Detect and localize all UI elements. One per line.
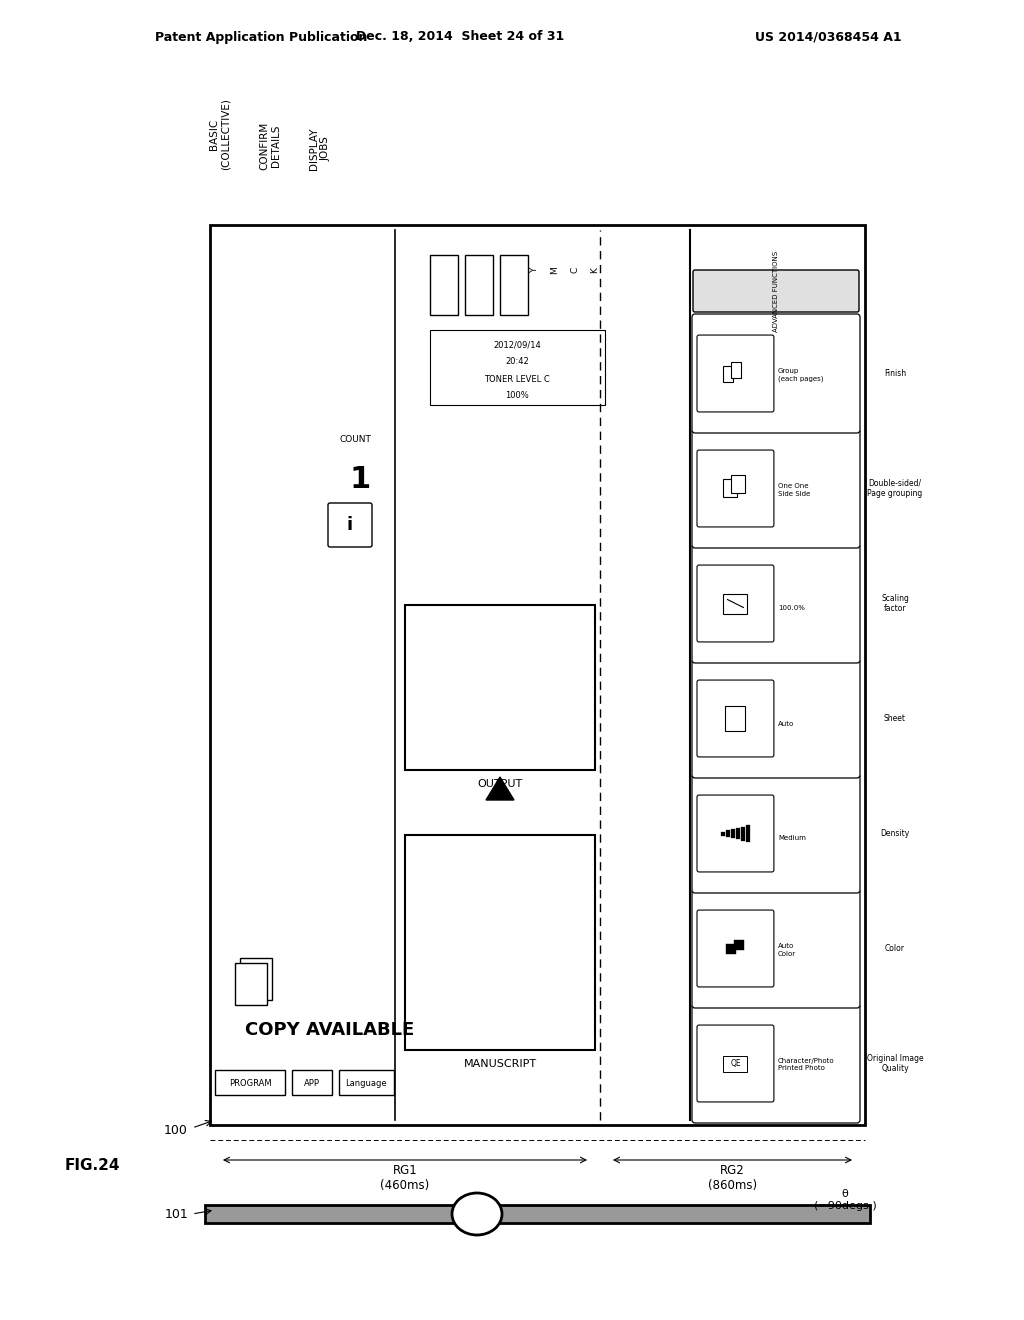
Polygon shape [486, 777, 514, 800]
Text: Side Side: Side Side [778, 491, 810, 496]
Bar [240, 958, 272, 1001]
Text: Auto: Auto [778, 721, 795, 726]
Text: One One: One One [778, 483, 808, 490]
Bar [234, 964, 267, 1005]
FancyBboxPatch shape [697, 909, 774, 987]
Text: Scaling
factor: Scaling factor [881, 594, 909, 614]
Bar [215, 1071, 285, 1096]
Bar [406, 605, 595, 770]
Text: 101: 101 [164, 1208, 188, 1221]
Bar [736, 828, 740, 840]
FancyBboxPatch shape [692, 1005, 860, 1123]
Text: COPY AVAILABLE: COPY AVAILABLE [246, 1020, 415, 1039]
FancyBboxPatch shape [697, 1026, 774, 1102]
Text: 100.0%: 100.0% [778, 606, 805, 611]
Text: CONFIRM
DETAILS: CONFIRM DETAILS [259, 121, 281, 170]
Bar [731, 362, 741, 378]
Text: RG2
(860ms): RG2 (860ms) [708, 1164, 757, 1192]
Text: OUTPUT: OUTPUT [477, 779, 522, 789]
Bar [500, 255, 528, 315]
Text: COUNT: COUNT [339, 436, 371, 445]
Text: Patent Application Publication: Patent Application Publication [155, 30, 368, 44]
Text: ADVANCED FUNCTIONS: ADVANCED FUNCTIONS [773, 251, 779, 331]
Text: i: i [347, 516, 353, 535]
Text: Medium: Medium [778, 836, 806, 842]
Bar [723, 366, 733, 381]
FancyBboxPatch shape [692, 544, 860, 663]
Text: Auto: Auto [778, 944, 795, 949]
Text: K: K [591, 267, 599, 273]
Bar [406, 836, 595, 1049]
Bar [726, 830, 730, 837]
Text: 100: 100 [164, 1123, 188, 1137]
Bar [731, 474, 745, 492]
Text: PROGRAM: PROGRAM [228, 1078, 271, 1088]
Bar [734, 940, 744, 949]
Text: Language: Language [345, 1078, 387, 1088]
Text: M: M [551, 267, 559, 273]
Bar [725, 705, 745, 730]
FancyBboxPatch shape [697, 335, 774, 412]
Text: Density: Density [881, 829, 909, 838]
Text: Finish: Finish [884, 370, 906, 378]
Text: RG1
(460ms): RG1 (460ms) [380, 1164, 430, 1192]
Text: MANUSCRIPT: MANUSCRIPT [464, 1059, 537, 1069]
Bar [430, 330, 605, 405]
Text: Y: Y [530, 268, 540, 273]
Text: Printed Photo: Printed Photo [778, 1065, 824, 1072]
FancyBboxPatch shape [328, 503, 372, 546]
Bar [430, 255, 458, 315]
Text: QE: QE [730, 1059, 740, 1068]
Text: TONER LEVEL C: TONER LEVEL C [484, 375, 550, 384]
Text: Group: Group [778, 368, 799, 375]
Text: FIG.24: FIG.24 [65, 1158, 121, 1172]
Text: 1: 1 [349, 466, 371, 495]
Text: Color: Color [885, 944, 905, 953]
Text: BASIC
(COLLECTIVE): BASIC (COLLECTIVE) [209, 98, 230, 170]
Bar [731, 829, 735, 838]
FancyBboxPatch shape [692, 659, 860, 777]
Bar [746, 825, 751, 842]
FancyBboxPatch shape [692, 429, 860, 548]
Text: (each pages): (each pages) [778, 375, 823, 381]
Bar [339, 1071, 394, 1096]
FancyBboxPatch shape [697, 450, 774, 527]
Text: Double-sided/
Page grouping: Double-sided/ Page grouping [867, 479, 923, 498]
Text: US 2014/0368454 A1: US 2014/0368454 A1 [755, 30, 901, 44]
Text: Character/Photo: Character/Photo [778, 1059, 835, 1064]
Bar [741, 826, 745, 841]
FancyBboxPatch shape [692, 774, 860, 894]
Bar [210, 224, 865, 1125]
Bar [722, 832, 725, 836]
Text: Color: Color [778, 950, 796, 957]
FancyBboxPatch shape [692, 888, 860, 1008]
Text: APP: APP [304, 1078, 319, 1088]
Text: 2012/09/14: 2012/09/14 [494, 341, 541, 350]
Text: 20:42: 20:42 [505, 358, 528, 367]
Bar [465, 255, 493, 315]
Bar [723, 1056, 748, 1072]
FancyBboxPatch shape [697, 680, 774, 756]
Ellipse shape [452, 1193, 502, 1236]
Bar [205, 1205, 870, 1224]
Text: Original Image
Quality: Original Image Quality [866, 1053, 924, 1073]
Text: θ
(=90degs.): θ (=90degs.) [814, 1189, 877, 1210]
FancyBboxPatch shape [697, 795, 774, 873]
FancyBboxPatch shape [697, 565, 774, 642]
Text: C: C [570, 267, 580, 273]
Bar [723, 479, 737, 496]
Text: DISPLAY
JOBS: DISPLAY JOBS [309, 128, 331, 170]
Text: 100%: 100% [505, 392, 528, 400]
Text: Dec. 18, 2014  Sheet 24 of 31: Dec. 18, 2014 Sheet 24 of 31 [356, 30, 564, 44]
FancyBboxPatch shape [692, 314, 860, 433]
Bar [726, 944, 736, 953]
Bar [723, 594, 748, 614]
FancyBboxPatch shape [693, 271, 859, 312]
Text: Sheet: Sheet [884, 714, 906, 723]
Bar [292, 1071, 332, 1096]
